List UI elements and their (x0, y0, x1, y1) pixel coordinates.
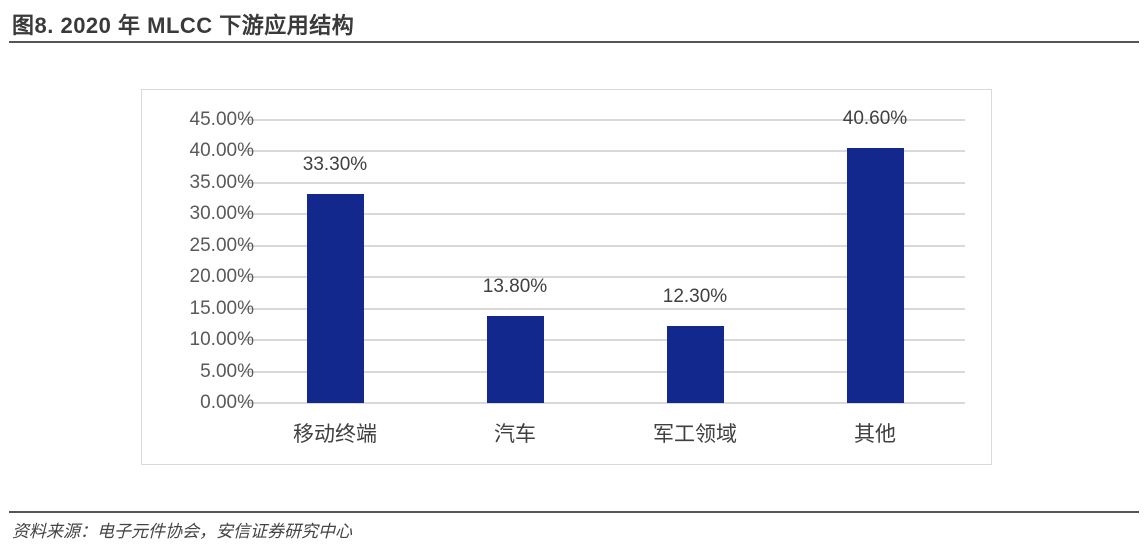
bar (667, 325, 724, 403)
figure-title: 图8. 2020 年 MLCC 下游应用结构 (12, 13, 355, 38)
bar (307, 193, 364, 403)
x-category-label: 汽车 (494, 422, 536, 446)
source-note: 资料来源：电子元件协会，安信证券研究中心 (12, 522, 352, 542)
y-tick-label: 15.00% (189, 297, 254, 319)
x-category-label: 军工领域 (653, 422, 737, 446)
title-divider (9, 41, 1139, 43)
data-label: 33.30% (302, 153, 368, 175)
chart-frame (141, 89, 992, 465)
y-tick-label: 0.00% (200, 392, 254, 413)
gridline (245, 339, 965, 342)
data-label: 13.80% (482, 276, 548, 298)
gridline (245, 402, 965, 404)
bar (847, 147, 904, 403)
y-tick-label: 35.00% (189, 171, 254, 193)
gridline (245, 370, 965, 373)
gridline (245, 276, 965, 279)
y-tick-label: 20.00% (189, 266, 254, 288)
gridline (245, 244, 965, 247)
y-tick-label: 10.00% (189, 329, 254, 351)
bar (487, 316, 544, 403)
data-label: 12.30% (662, 285, 728, 307)
x-category-label: 其他 (854, 422, 896, 446)
y-tick-label: 25.00% (189, 234, 254, 256)
y-tick-label: 40.00% (189, 140, 254, 162)
gridline (245, 213, 965, 216)
gridline (245, 150, 965, 153)
y-tick-label: 5.00% (200, 360, 254, 382)
gridline (245, 181, 965, 184)
x-category-label: 移动终端 (293, 422, 377, 446)
data-label: 40.60% (842, 107, 908, 129)
gridline (245, 119, 965, 121)
source-divider (9, 511, 1139, 513)
gridline (245, 307, 965, 310)
y-tick-label: 30.00% (189, 203, 254, 225)
y-tick-label: 45.00% (189, 109, 254, 130)
